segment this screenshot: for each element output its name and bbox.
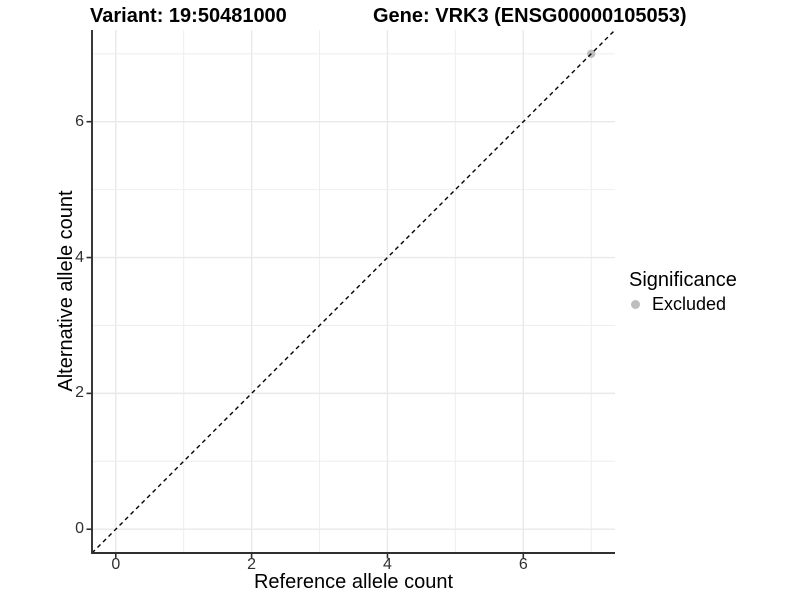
plot-panel-svg (86, 29, 616, 559)
x-tick-label: 6 (518, 556, 528, 573)
x-tick-label: 2 (247, 556, 257, 573)
y-axis-title: Alternative allele count (55, 190, 77, 392)
legend-key-dot-icon (631, 299, 640, 309)
legend: Significance Excluded (629, 269, 737, 315)
y-tick-label: 2 (75, 384, 84, 402)
plot-panel (86, 29, 616, 559)
diagonal-reference-line (91, 29, 616, 554)
legend-title: Significance (629, 269, 737, 291)
y-tick-label: 4 (75, 248, 84, 266)
y-tick-label: 6 (75, 112, 84, 130)
x-axis-title: Reference allele count (253, 571, 453, 593)
legend-items: Excluded (629, 293, 737, 315)
y-tick-label: 0 (75, 520, 84, 538)
axis-lines (91, 30, 615, 554)
x-tick-label: 4 (383, 556, 392, 573)
legend-item-label: Excluded (652, 294, 727, 314)
legend-item: Excluded (629, 293, 737, 315)
gene-title: Gene: VRK3 (ENSG00000105053) (373, 5, 687, 27)
variant-title: Variant: 19:50481000 (90, 5, 287, 27)
x-tick-label: 0 (111, 556, 121, 573)
